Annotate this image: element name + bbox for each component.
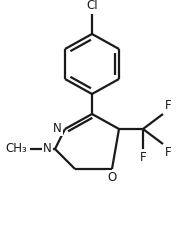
Text: CH₃: CH₃: [5, 142, 27, 155]
Text: F: F: [165, 146, 172, 159]
Text: N: N: [53, 122, 62, 136]
Text: Cl: Cl: [86, 0, 98, 12]
Text: F: F: [165, 99, 172, 112]
Text: O: O: [107, 171, 117, 184]
Text: N: N: [43, 142, 52, 155]
Text: F: F: [140, 151, 146, 164]
